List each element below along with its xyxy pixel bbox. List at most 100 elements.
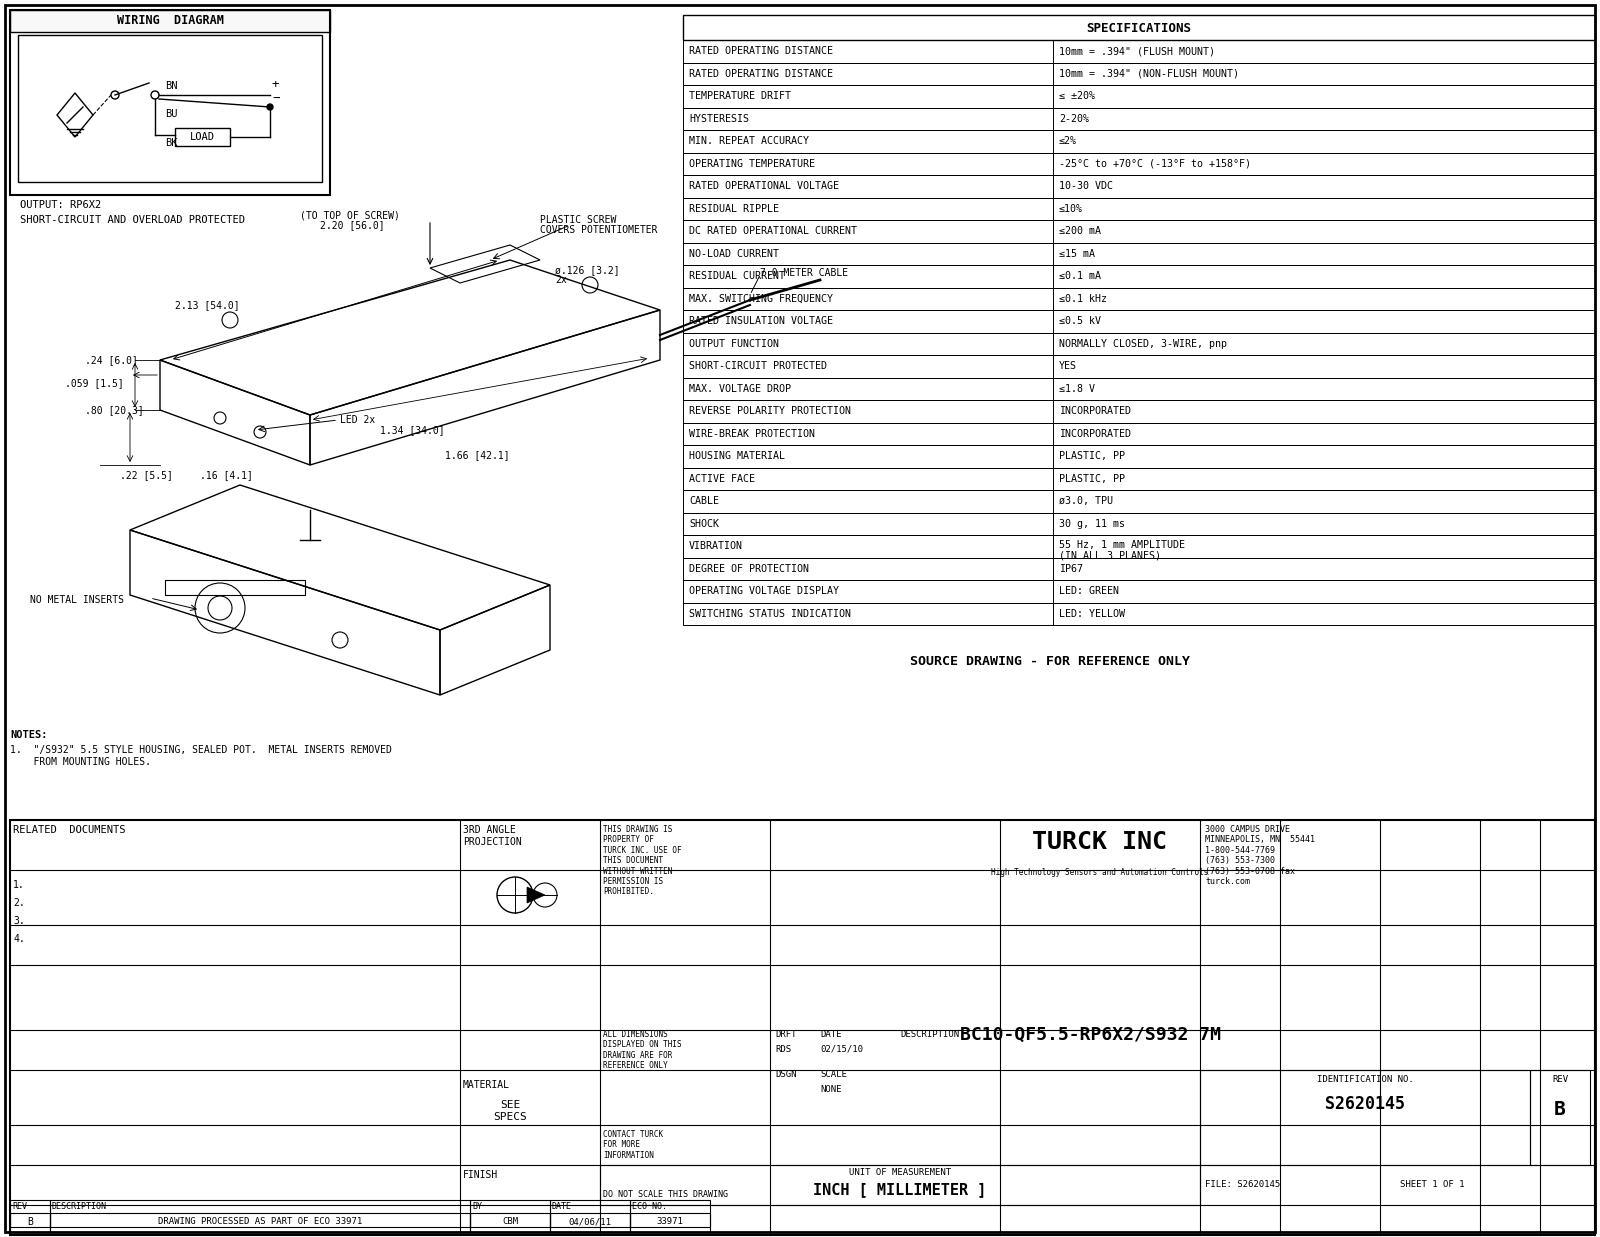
- Bar: [630, 1200, 710, 1227]
- Text: 02/15/10: 02/15/10: [819, 1045, 862, 1054]
- Text: S2620145: S2620145: [1325, 1095, 1405, 1113]
- Text: NONE: NONE: [819, 1085, 842, 1094]
- Text: NORMALLY CLOSED, 3-WIRE, pnp: NORMALLY CLOSED, 3-WIRE, pnp: [1059, 339, 1227, 349]
- Bar: [550, 1213, 630, 1232]
- Bar: [683, 445, 1595, 468]
- Text: DESCRIPTION: DESCRIPTION: [51, 1202, 107, 1211]
- Polygon shape: [526, 887, 546, 903]
- Bar: [683, 220, 1595, 242]
- Bar: [50, 1200, 470, 1227]
- Text: ACTIVE FACE: ACTIVE FACE: [690, 474, 755, 484]
- Bar: [683, 355, 1595, 377]
- Text: INCH [ MILLIMETER ]: INCH [ MILLIMETER ]: [813, 1183, 987, 1197]
- Text: OPERATING TEMPERATURE: OPERATING TEMPERATURE: [690, 158, 814, 168]
- Text: 2x: 2x: [555, 275, 566, 285]
- Text: ≤15 mA: ≤15 mA: [1059, 249, 1094, 259]
- Text: DRAWING PROCESSED AS PART OF ECO 33971: DRAWING PROCESSED AS PART OF ECO 33971: [158, 1217, 362, 1227]
- Text: .80 [20.3]: .80 [20.3]: [85, 404, 144, 414]
- Text: ø.126 [3.2]: ø.126 [3.2]: [555, 265, 619, 275]
- Text: 1.  "/S932" 5.5 STYLE HOUSING, SEALED POT.  METAL INSERTS REMOVED
    FROM MOUNT: 1. "/S932" 5.5 STYLE HOUSING, SEALED POT…: [10, 745, 392, 767]
- Text: LED: YELLOW: LED: YELLOW: [1059, 609, 1125, 618]
- Bar: [10, 10, 330, 32]
- Bar: [470, 1213, 550, 1232]
- Text: BK: BK: [165, 139, 178, 148]
- Text: WIRING  DIAGRAM: WIRING DIAGRAM: [117, 15, 224, 27]
- Bar: [683, 310, 1595, 333]
- Bar: [683, 198, 1595, 220]
- Bar: [1530, 1070, 1590, 1165]
- Text: ≤ ±20%: ≤ ±20%: [1059, 92, 1094, 101]
- Text: ≤0.5 kV: ≤0.5 kV: [1059, 317, 1101, 327]
- Text: OUTPUT: RP6X2: OUTPUT: RP6X2: [19, 200, 101, 210]
- Bar: [683, 512, 1595, 534]
- Bar: [683, 108, 1595, 130]
- Text: CABLE: CABLE: [690, 496, 718, 506]
- Text: 2.20 [56.0]: 2.20 [56.0]: [320, 220, 384, 230]
- Bar: [10, 10, 330, 195]
- Bar: [1200, 1070, 1530, 1165]
- Text: ≤0.1 mA: ≤0.1 mA: [1059, 271, 1101, 281]
- Bar: [683, 468, 1595, 490]
- Bar: [683, 558, 1595, 580]
- Text: MIN. REPEAT ACCURACY: MIN. REPEAT ACCURACY: [690, 136, 810, 146]
- Text: NO METAL INSERTS: NO METAL INSERTS: [30, 595, 125, 605]
- Text: IP67: IP67: [1059, 564, 1083, 574]
- Bar: [10, 1200, 50, 1227]
- Text: ø3.0, TPU: ø3.0, TPU: [1059, 496, 1114, 506]
- Text: IDENTIFICATION NO.: IDENTIFICATION NO.: [1317, 1075, 1413, 1084]
- Text: PLASTIC, PP: PLASTIC, PP: [1059, 474, 1125, 484]
- Text: CBM: CBM: [502, 1217, 518, 1227]
- Text: (IN ALL 3 PLANES): (IN ALL 3 PLANES): [1059, 550, 1162, 560]
- Text: 1.: 1.: [13, 880, 24, 889]
- Text: DESCRIPTION: DESCRIPTION: [899, 1030, 958, 1039]
- Bar: [683, 490, 1595, 512]
- Text: DC RATED OPERATIONAL CURRENT: DC RATED OPERATIONAL CURRENT: [690, 226, 858, 236]
- Bar: [683, 265, 1595, 287]
- Text: .059 [1.5]: .059 [1.5]: [66, 379, 123, 388]
- Text: VIBRATION: VIBRATION: [690, 542, 742, 552]
- Text: FILE: S2620145: FILE: S2620145: [1205, 1180, 1280, 1189]
- Text: THIS DRAWING IS
PROPERTY OF
TURCK INC. USE OF
THIS DOCUMENT
WITHOUT WRITTEN
PERM: THIS DRAWING IS PROPERTY OF TURCK INC. U…: [603, 825, 682, 897]
- Bar: [683, 534, 1595, 558]
- Text: HYSTERESIS: HYSTERESIS: [690, 114, 749, 124]
- Text: SHEET 1 OF 1: SHEET 1 OF 1: [1400, 1180, 1464, 1189]
- Text: -25°C to +70°C (-13°F to +158°F): -25°C to +70°C (-13°F to +158°F): [1059, 158, 1251, 168]
- Bar: [18, 35, 322, 182]
- Bar: [683, 63, 1595, 85]
- Text: BN: BN: [165, 80, 178, 92]
- Text: OPERATING VOLTAGE DISPLAY: OPERATING VOLTAGE DISPLAY: [690, 586, 838, 596]
- Text: NOTES:: NOTES:: [10, 730, 48, 740]
- Text: High Technology Sensors and Automation Controls: High Technology Sensors and Automation C…: [992, 868, 1208, 877]
- Text: ≤200 mA: ≤200 mA: [1059, 226, 1101, 236]
- Text: TEMPERATURE DRIFT: TEMPERATURE DRIFT: [690, 92, 790, 101]
- Text: RATED OPERATIONAL VOLTAGE: RATED OPERATIONAL VOLTAGE: [690, 182, 838, 192]
- Text: DRFT: DRFT: [774, 1030, 797, 1039]
- Circle shape: [267, 104, 274, 110]
- Text: SCALE: SCALE: [819, 1070, 846, 1079]
- Text: MAX. VOLTAGE DROP: MAX. VOLTAGE DROP: [690, 383, 790, 393]
- Text: SEE
SPECS: SEE SPECS: [493, 1100, 526, 1122]
- Bar: [683, 174, 1595, 198]
- Bar: [683, 130, 1595, 152]
- Text: DO NOT SCALE THIS DRAWING: DO NOT SCALE THIS DRAWING: [603, 1190, 728, 1199]
- Text: RATED OPERATING DISTANCE: RATED OPERATING DISTANCE: [690, 46, 834, 56]
- Text: 1.34 [34.0]: 1.34 [34.0]: [381, 426, 445, 435]
- Text: .22 [5.5]: .22 [5.5]: [120, 470, 173, 480]
- Text: SHORT-CIRCUIT PROTECTED: SHORT-CIRCUIT PROTECTED: [690, 361, 827, 371]
- Text: SWITCHING STATUS INDICATION: SWITCHING STATUS INDICATION: [690, 609, 851, 618]
- Text: BU: BU: [165, 109, 178, 119]
- Bar: [630, 1213, 710, 1232]
- Text: LOAD: LOAD: [189, 132, 214, 142]
- Text: BC10-QF5.5-RP6X2/S932 7M: BC10-QF5.5-RP6X2/S932 7M: [960, 1025, 1221, 1044]
- Text: DATE: DATE: [552, 1202, 573, 1211]
- Bar: [683, 85, 1595, 108]
- Text: INCORPORATED: INCORPORATED: [1059, 406, 1131, 416]
- Text: PLASTIC SCREW: PLASTIC SCREW: [541, 215, 616, 225]
- Text: .16 [4.1]: .16 [4.1]: [200, 470, 253, 480]
- Bar: [600, 1165, 1200, 1205]
- Bar: [683, 152, 1595, 174]
- Bar: [50, 1213, 470, 1232]
- Bar: [683, 580, 1595, 602]
- Bar: [10, 1213, 50, 1232]
- Text: +: +: [272, 78, 280, 92]
